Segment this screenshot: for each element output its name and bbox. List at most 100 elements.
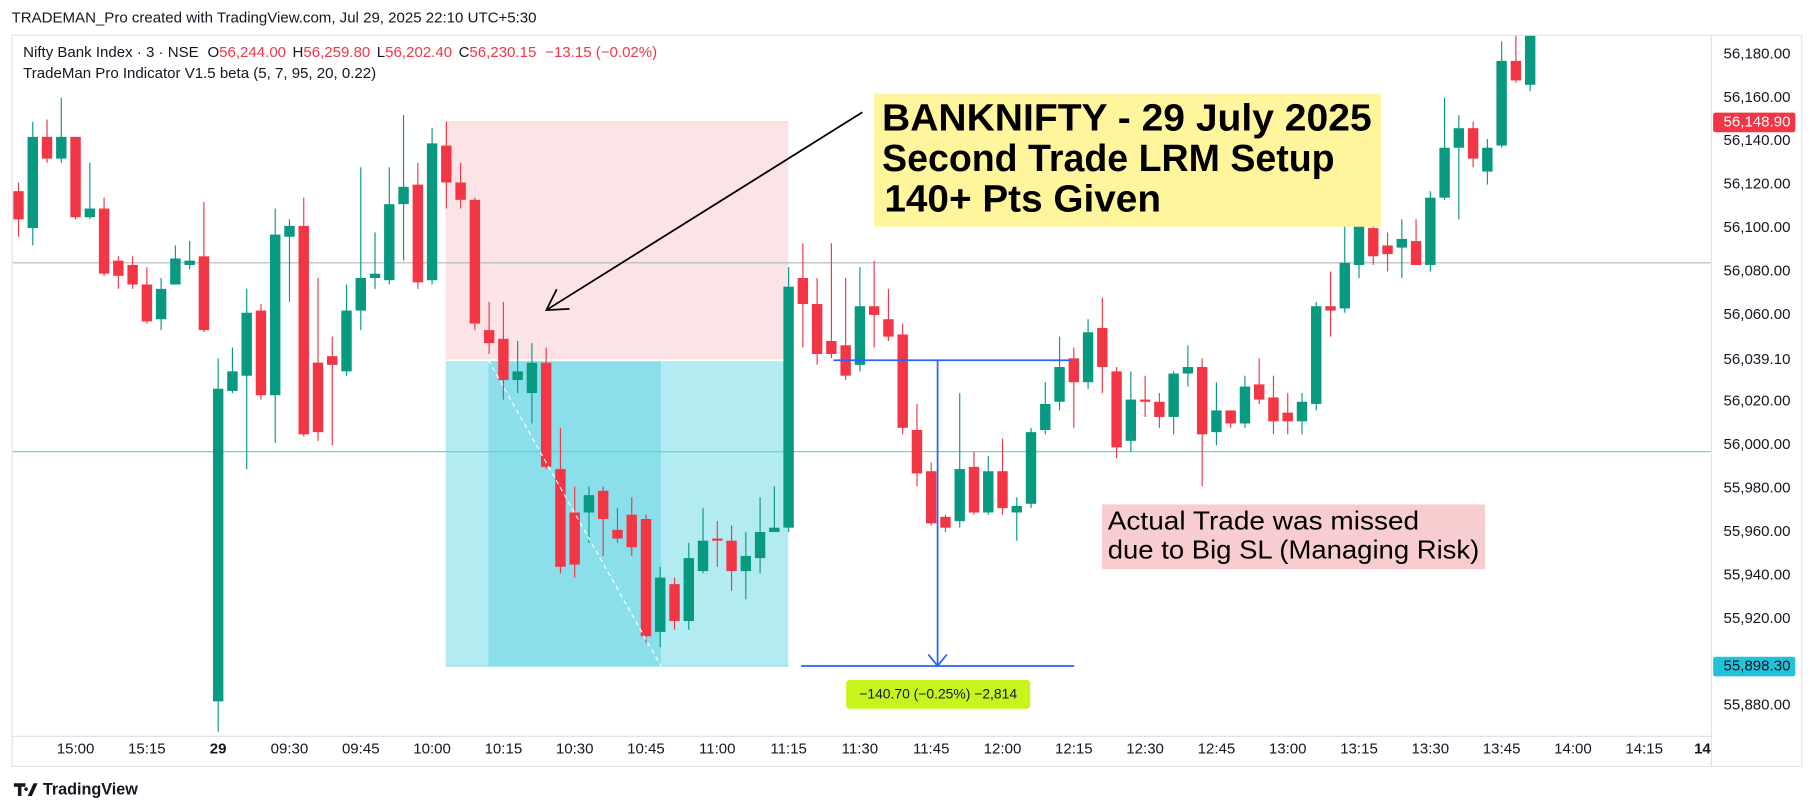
candle-body	[1054, 367, 1065, 402]
candle-body	[1125, 399, 1137, 441]
setup-note-line: BANKNIFTY - 29 July 2025	[882, 96, 1372, 139]
candle-body	[227, 371, 238, 391]
candle-body	[526, 362, 538, 394]
candle-body	[1268, 397, 1279, 422]
x-tick-label: 29	[210, 741, 227, 758]
candle-body	[1182, 367, 1194, 374]
y-tick-label: 55,920.00	[1724, 610, 1791, 627]
candle-body	[241, 312, 252, 376]
candle-body	[1082, 332, 1094, 383]
candle-body	[683, 558, 694, 622]
candle-body	[498, 338, 509, 381]
candle-body	[1068, 358, 1080, 383]
candle-body	[155, 288, 167, 320]
legend-key: L	[377, 44, 385, 61]
measure-arrow	[927, 653, 948, 668]
candle-body	[583, 495, 595, 513]
note-arrow	[545, 111, 863, 311]
x-tick-label: 11:00	[699, 741, 736, 758]
candle-body	[1467, 128, 1479, 159]
y-tick-label: 55,940.00	[1724, 566, 1791, 583]
candle-body	[868, 306, 880, 315]
legend-key: C	[459, 44, 470, 61]
candle-body	[113, 260, 124, 276]
target-price-box	[1713, 656, 1796, 677]
candle-body	[56, 136, 67, 159]
candle-body	[911, 429, 923, 474]
x-tick-label: 09:30	[271, 741, 309, 758]
setup-note-box	[873, 93, 1381, 227]
x-tick-label: 12:15	[1055, 741, 1093, 758]
candle-body	[1453, 128, 1465, 148]
trade-path	[487, 360, 662, 667]
candle-body	[1410, 241, 1422, 265]
candle-body	[312, 362, 324, 433]
candle-body	[783, 286, 794, 528]
x-tick-label: 10:30	[556, 741, 594, 758]
candle-body	[854, 306, 866, 365]
stop-price-box	[1713, 112, 1796, 133]
candles	[13, 35, 1536, 732]
candle-body	[797, 278, 809, 305]
candle-body	[298, 225, 309, 435]
y-tick-label: 56,080.00	[1724, 262, 1791, 279]
candle-body	[1325, 306, 1336, 311]
legend-value: 56,259.80	[303, 44, 370, 61]
candle-body	[41, 136, 53, 159]
candle-body	[212, 388, 224, 702]
y-tick-label: 56,000.00	[1724, 436, 1791, 453]
candle-body	[1154, 401, 1165, 417]
x-tick-label: 10:45	[627, 741, 665, 758]
candle-body	[1382, 245, 1393, 255]
candle-body	[1439, 147, 1450, 198]
x-tick-label: 14	[1694, 741, 1711, 758]
setup-note-line: Second Trade LRM Setup	[882, 137, 1335, 180]
candle-body	[1168, 373, 1179, 417]
candle-body	[811, 304, 823, 354]
missed-note-line: due to Big SL (Managing Risk)	[1108, 537, 1480, 565]
candle-body	[1339, 262, 1350, 309]
candle-body	[925, 471, 937, 524]
entry-price-label: 56,039.10	[1724, 351, 1791, 368]
candle-body	[469, 199, 481, 324]
candle-body	[940, 516, 951, 528]
candle-body	[983, 471, 994, 513]
candle-body	[1139, 399, 1151, 402]
candle-body	[655, 577, 666, 632]
candle-body	[1510, 60, 1522, 81]
candle-body	[1111, 371, 1122, 448]
brand: TradingView	[13, 780, 138, 798]
x-tick-label: 15:00	[57, 741, 95, 758]
y-tick-label: 56,060.00	[1724, 306, 1791, 323]
candle-body	[883, 319, 894, 337]
x-tick-label: 12:00	[984, 741, 1022, 758]
brand-logo	[13, 783, 38, 796]
drawings: −140.70 (−0.25%) −2,814	[487, 359, 1075, 709]
candle-body	[1311, 306, 1322, 404]
candle-body	[127, 264, 138, 285]
candle-body	[669, 584, 680, 622]
legend-value: 56,244.00	[219, 44, 286, 61]
x-tick-label: 11:45	[913, 741, 950, 758]
y-tick-label: 56,100.00	[1724, 219, 1791, 236]
candle-body	[598, 490, 609, 520]
candle-body	[255, 310, 267, 396]
y-tick-label: 56,180.00	[1724, 45, 1791, 62]
candle-body	[1040, 403, 1051, 430]
candle-body	[1425, 197, 1436, 265]
x-tick-label: 13:15	[1340, 741, 1378, 758]
candle-body	[1296, 401, 1308, 422]
missed-note-box	[1101, 504, 1486, 570]
candle-body	[997, 471, 1008, 509]
candle-body	[954, 469, 965, 522]
note-arrow-head	[544, 288, 570, 311]
y-tick-label: 56,160.00	[1724, 89, 1791, 106]
x-tick-label: 11:30	[842, 741, 879, 758]
candle-body	[1496, 60, 1507, 146]
candle-body	[1011, 505, 1022, 513]
x-tick-label: 10:00	[413, 741, 451, 758]
candle-body	[740, 555, 752, 572]
candle-body	[384, 204, 395, 281]
candle-body	[754, 532, 766, 559]
